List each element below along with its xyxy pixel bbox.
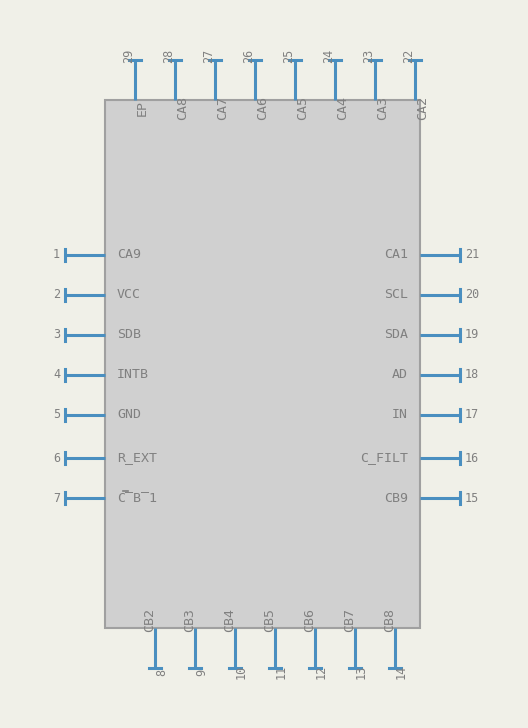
Text: CB9: CB9	[384, 491, 408, 505]
Text: CB8: CB8	[383, 608, 396, 632]
Text: 17: 17	[465, 408, 479, 422]
Text: CA7: CA7	[216, 96, 229, 120]
Text: CA4: CA4	[336, 96, 349, 120]
Text: CA8: CA8	[176, 96, 189, 120]
Text: CB7: CB7	[343, 608, 356, 632]
Text: INTB: INTB	[117, 368, 149, 381]
Text: 8: 8	[155, 668, 168, 676]
Bar	[105, 100, 420, 628]
Text: EP: EP	[136, 100, 149, 116]
Text: 13: 13	[355, 665, 368, 679]
Text: CB3: CB3	[183, 608, 196, 632]
Text: CA1: CA1	[384, 248, 408, 261]
Text: 23: 23	[362, 49, 375, 63]
Text: CA2: CA2	[416, 96, 429, 120]
Text: SCL: SCL	[384, 288, 408, 301]
Text: 15: 15	[465, 491, 479, 505]
Text: 14: 14	[395, 665, 408, 679]
Text: 3: 3	[53, 328, 60, 341]
Text: VCC: VCC	[117, 288, 141, 301]
Text: 22: 22	[402, 49, 415, 63]
Text: 9: 9	[195, 668, 208, 676]
Text: 27: 27	[202, 49, 215, 63]
Text: SDA: SDA	[384, 328, 408, 341]
Text: CA5: CA5	[296, 96, 309, 120]
Text: 21: 21	[465, 248, 479, 261]
Text: CB2: CB2	[143, 608, 156, 632]
Text: 6: 6	[53, 451, 60, 464]
Text: 5: 5	[53, 408, 60, 422]
Text: 11: 11	[275, 665, 288, 679]
Text: C̅B̅1: C̅B̅1	[117, 491, 157, 505]
Text: SDB: SDB	[117, 328, 141, 341]
Text: CB6: CB6	[303, 608, 316, 632]
Text: 2: 2	[53, 288, 60, 301]
Text: 28: 28	[162, 49, 175, 63]
Text: 25: 25	[282, 49, 295, 63]
Text: GND: GND	[117, 408, 141, 422]
Text: 4: 4	[53, 368, 60, 381]
Text: 1: 1	[53, 248, 60, 261]
Text: C_FILT: C_FILT	[360, 451, 408, 464]
Text: 18: 18	[465, 368, 479, 381]
Text: 20: 20	[465, 288, 479, 301]
Text: 12: 12	[315, 665, 328, 679]
Text: 19: 19	[465, 328, 479, 341]
Text: 10: 10	[235, 665, 248, 679]
Text: 16: 16	[465, 451, 479, 464]
Text: AD: AD	[392, 368, 408, 381]
Text: CA6: CA6	[256, 96, 269, 120]
Text: CA3: CA3	[376, 96, 389, 120]
Text: 26: 26	[242, 49, 255, 63]
Text: CB5: CB5	[263, 608, 276, 632]
Text: 7: 7	[53, 491, 60, 505]
Text: CB4: CB4	[223, 608, 236, 632]
Text: 29: 29	[122, 49, 135, 63]
Text: IN: IN	[392, 408, 408, 422]
Text: R_EXT: R_EXT	[117, 451, 157, 464]
Text: CA9: CA9	[117, 248, 141, 261]
Text: 24: 24	[322, 49, 335, 63]
